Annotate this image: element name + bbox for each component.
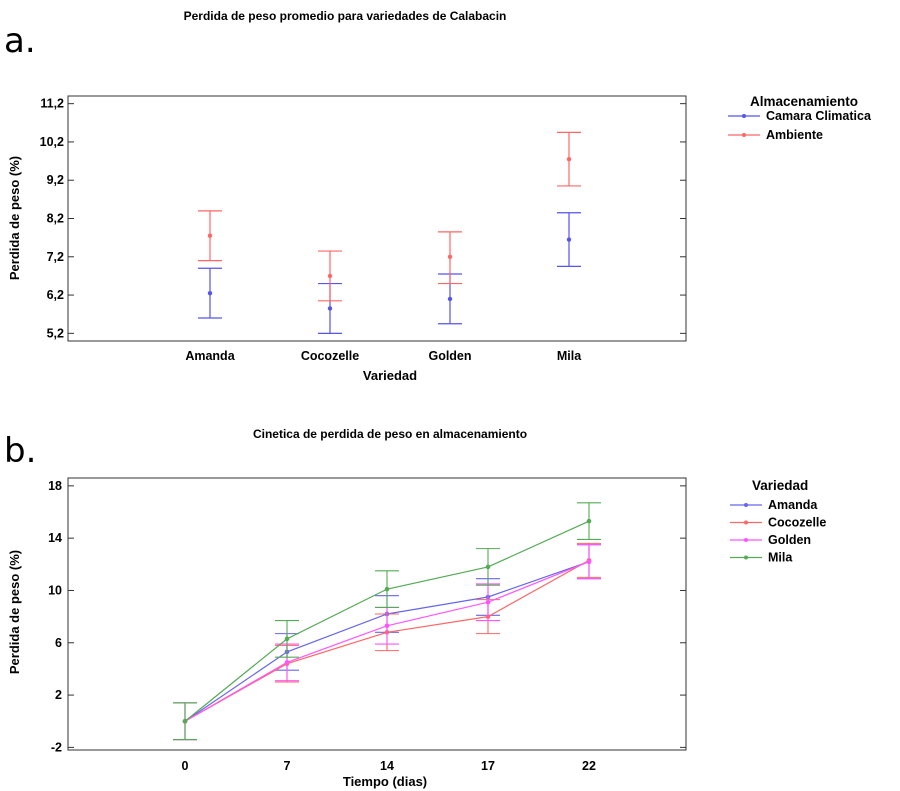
panel-b-x-tick-label: 17 (481, 759, 495, 773)
panel-a-legend-marker-camara-climatica (742, 114, 746, 118)
panel-a-x-axis-label: Variedad (363, 368, 417, 383)
panel-a-letter: a. (4, 21, 36, 61)
panel-b: b. Cinetica de perdida de peso en almace… (4, 427, 826, 789)
panel-b-legend-label-amanda: Amanda (768, 498, 818, 512)
panel-a-x-tick-label-mila: Mila (557, 349, 582, 363)
panel-b-mila-t22-point (586, 518, 592, 524)
panel-a-x-tick-label-amanda: Amanda (185, 349, 235, 363)
panel-a-y-tick-label: 6,2 (47, 288, 64, 302)
panel-b-y-axis-label: Perdida de peso (%) (7, 550, 22, 674)
panel-b-legend-marker-golden (744, 538, 748, 542)
panel-b-y-tick-label: 2 (55, 688, 62, 702)
panel-b-golden-t17-point (485, 599, 491, 605)
panel-a: a. Perdida de peso promedio para varieda… (4, 9, 872, 383)
panel-b-y-tick-label: 18 (48, 479, 62, 493)
panel-b-legend-marker-cocozelle (744, 520, 748, 525)
panel-b-legend-marker-amanda (744, 503, 748, 507)
panel-b-marks (173, 502, 601, 741)
panel-a-x-tick-label-golden: Golden (428, 349, 471, 363)
panel-b-legend-label-mila: Mila (768, 551, 793, 565)
panel-b-y-tick-label: 10 (48, 583, 62, 597)
panel-a-legend-label-camara-climatica: Camara Climatica (766, 109, 872, 123)
panel-a-camara-climatica-golden-point (447, 296, 453, 302)
panel-a-y-tick-label: 7,2 (47, 250, 64, 264)
panel-a-ambiente-golden-point (447, 254, 453, 259)
panel-b-y-tick-label: 14 (48, 531, 62, 545)
panel-b-y-tick-label: -2 (51, 740, 62, 754)
panel-b-x-tick-label: 0 (182, 759, 189, 773)
panel-a-camara-climatica-cocozelle-point (327, 306, 333, 311)
panel-b-golden-t14-point (384, 623, 390, 629)
panel-b-x-tick-label: 22 (582, 759, 596, 773)
panel-a-legend: Camara Climatica Ambiente (728, 109, 872, 142)
panel-b-x-ticks: 0 7 14 17 22 (182, 759, 596, 773)
panel-a-y-axis-label: Perdida de peso (%) (7, 156, 22, 280)
panel-b-mila-t17-point (485, 564, 491, 570)
panel-a-plot-frame (67, 95, 687, 342)
panel-a-legend-marker-ambiente (742, 133, 746, 137)
panel-a-ambiente-amanda-point (207, 233, 213, 238)
panel-a-y-ticks: 5,2 6,2 7,2 8,2 9,2 10,2 11,2 (40, 97, 686, 340)
panel-b-plot-frame (67, 477, 687, 751)
panel-b-y-ticks: -2 2 6 10 14 18 (48, 479, 686, 754)
panel-b-legend-title: Variedad (752, 478, 808, 493)
panel-b-mila-t7-point (284, 636, 290, 642)
panel-b-x-axis-label: Tiempo (dias) (343, 774, 427, 789)
panel-b-x-tick-label: 14 (380, 759, 394, 773)
panel-a-marks (198, 131, 581, 334)
panel-a-y-tick-label: 10,2 (40, 135, 64, 149)
panel-a-x-ticks: Amanda Cocozelle Golden Mila (185, 349, 582, 363)
panel-b-letter: b. (4, 431, 36, 471)
panel-b-legend-label-cocozelle: Cocozelle (768, 516, 826, 530)
panel-b-y-tick-label: 6 (55, 636, 62, 650)
panel-a-legend-title: Almacenamiento (750, 94, 858, 109)
panel-a-ambiente-mila-point (566, 156, 572, 162)
panel-b-legend-label-golden: Golden (768, 533, 811, 547)
panel-b-golden-t7-point (284, 660, 290, 665)
panel-a-ambiente-cocozelle-point (327, 273, 333, 279)
panel-a-camara-climatica-amanda-point (207, 290, 213, 296)
panel-b-mila-t0-point (182, 718, 188, 724)
panel-b-x-tick-label: 7 (284, 759, 291, 773)
panel-a-camara-climatica-mila-point (566, 237, 572, 242)
panel-a-title: Perdida de peso promedio para variedades… (184, 9, 507, 23)
panel-a-legend-label-ambiente: Ambiente (766, 128, 823, 142)
panel-a-y-tick-label: 8,2 (47, 212, 64, 226)
panel-a-y-tick-label: 11,2 (40, 97, 64, 111)
panel-b-title: Cinetica de perdida de peso en almacenam… (253, 427, 527, 441)
panel-a-x-tick-label-cocozelle: Cocozelle (301, 349, 359, 363)
panel-b-legend: Amanda Cocozelle Golden Mila (730, 498, 826, 565)
panel-a-y-tick-label: 9,2 (47, 173, 64, 187)
panel-b-legend-marker-mila (744, 555, 748, 560)
panel-a-y-tick-label: 5,2 (47, 326, 64, 340)
panel-b-golden-t22-point (586, 559, 592, 564)
panel-b-mila-t14-point (384, 586, 390, 592)
